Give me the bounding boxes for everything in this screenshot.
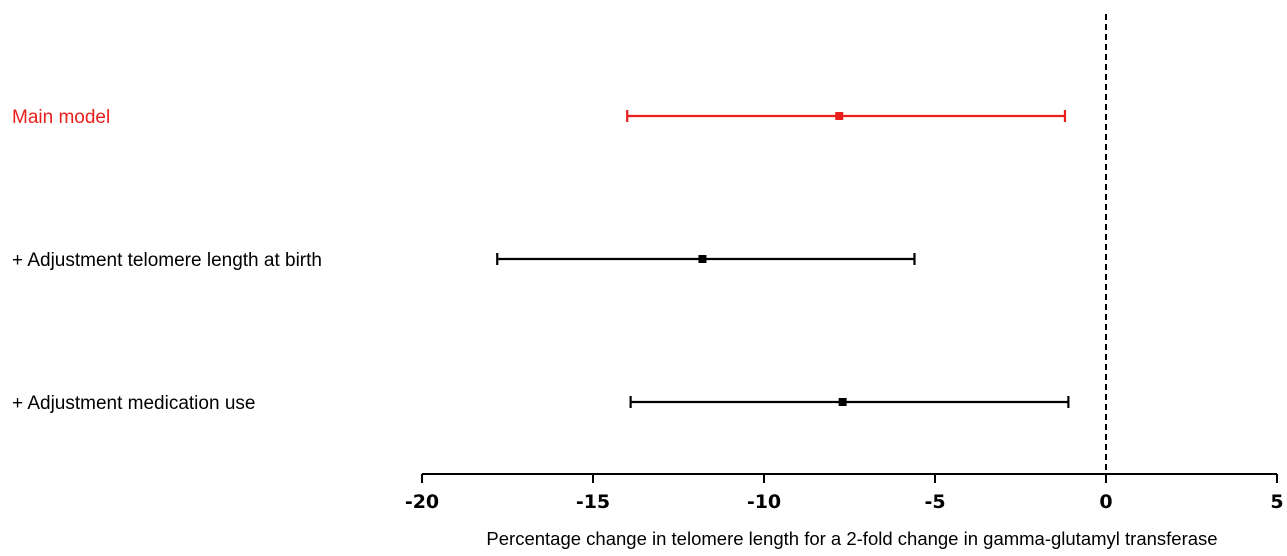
- rows-layer: Main model + Adjustment telomere length a…: [12, 107, 1070, 414]
- point-estimate: [835, 112, 844, 120]
- x-tick-label: 5: [1270, 491, 1283, 513]
- row-label: + Adjustment medication use: [12, 393, 255, 414]
- forest-row: + Adjustment medication use: [12, 393, 1070, 414]
- x-axis: -20 -15 -10 -5 0 5: [405, 473, 1284, 513]
- x-tick-label: 0: [1099, 491, 1112, 513]
- x-tick-label: -20: [405, 491, 439, 513]
- point-estimate: [838, 398, 847, 406]
- point-estimate: [698, 255, 707, 263]
- x-tick-label: -15: [576, 491, 610, 513]
- x-tick-label: -10: [747, 491, 781, 513]
- forest-row: Main model: [12, 107, 1067, 128]
- row-label: + Adjustment telomere length at birth: [12, 250, 322, 271]
- forest-row: + Adjustment telomere length at birth: [12, 250, 916, 271]
- x-tick-label: -5: [924, 491, 945, 513]
- row-label: Main model: [12, 107, 110, 128]
- x-axis-title: Percentage change in telomere length for…: [486, 528, 1217, 549]
